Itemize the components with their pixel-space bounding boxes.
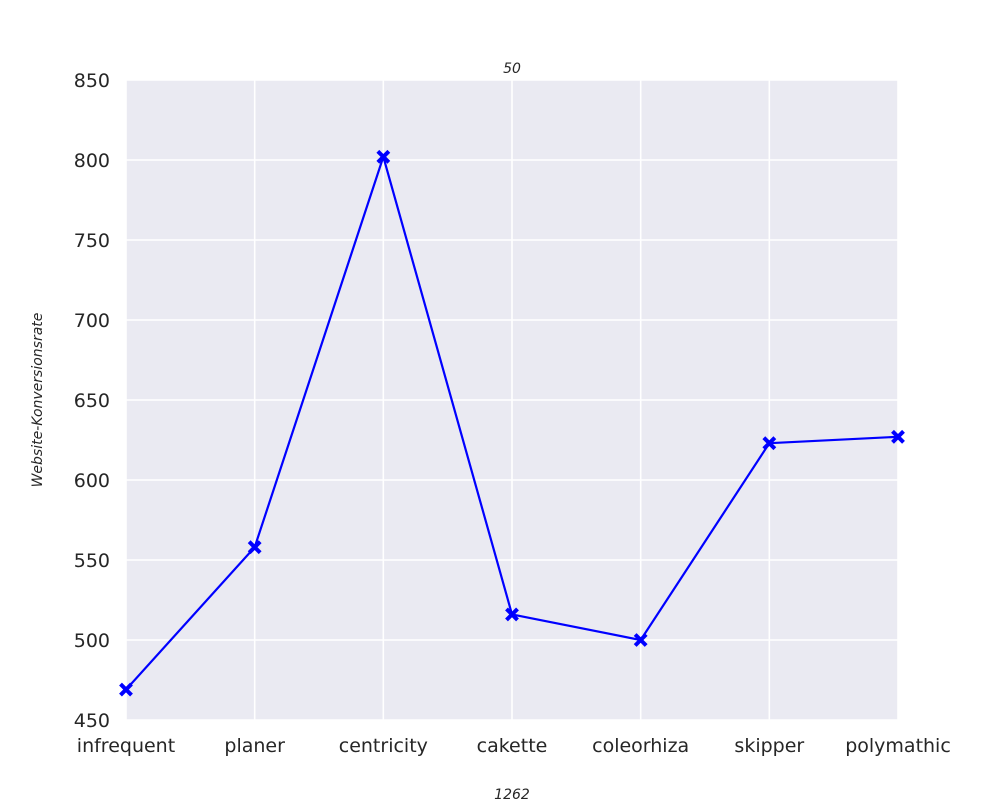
x-tick-label: infrequent	[77, 735, 175, 757]
grid	[125, 79, 899, 721]
x-tick-label: skipper	[734, 735, 804, 757]
y-axis-label: Website-Konversionsrate	[30, 313, 46, 488]
y-tick-label: 750	[74, 230, 110, 252]
data-point-marker	[505, 607, 519, 622]
y-tick-label: 600	[74, 470, 110, 492]
y-axis-ticks: 450 500 550 600 650 700 750 800 850	[74, 70, 110, 732]
y-tick-label: 700	[74, 310, 110, 332]
x-tick-label: planer	[224, 735, 285, 757]
y-tick-label: 450	[74, 710, 110, 732]
y-tick-label: 500	[74, 630, 110, 652]
x-axis-ticks: infrequent planer centricity cakette coleorh…	[77, 735, 951, 757]
data-point-marker	[119, 682, 133, 697]
y-tick-label: 850	[74, 70, 110, 92]
data-point-marker	[762, 436, 777, 451]
data-point-marker	[247, 540, 262, 555]
data-point-marker	[376, 149, 391, 164]
data-point-marker	[633, 633, 648, 647]
x-axis-label: 1262	[494, 787, 530, 800]
x-tick-label: coleorhiza	[592, 735, 689, 757]
chart-title: 50	[503, 61, 521, 77]
x-tick-label: polymathic	[845, 735, 951, 757]
x-tick-label: centricity	[339, 735, 428, 757]
y-tick-label: 650	[74, 390, 110, 412]
y-tick-label: 550	[74, 550, 110, 572]
x-tick-label: cakette	[477, 735, 548, 757]
data-point-marker	[891, 429, 905, 444]
series-layer	[119, 149, 905, 697]
y-tick-label: 800	[74, 150, 110, 172]
